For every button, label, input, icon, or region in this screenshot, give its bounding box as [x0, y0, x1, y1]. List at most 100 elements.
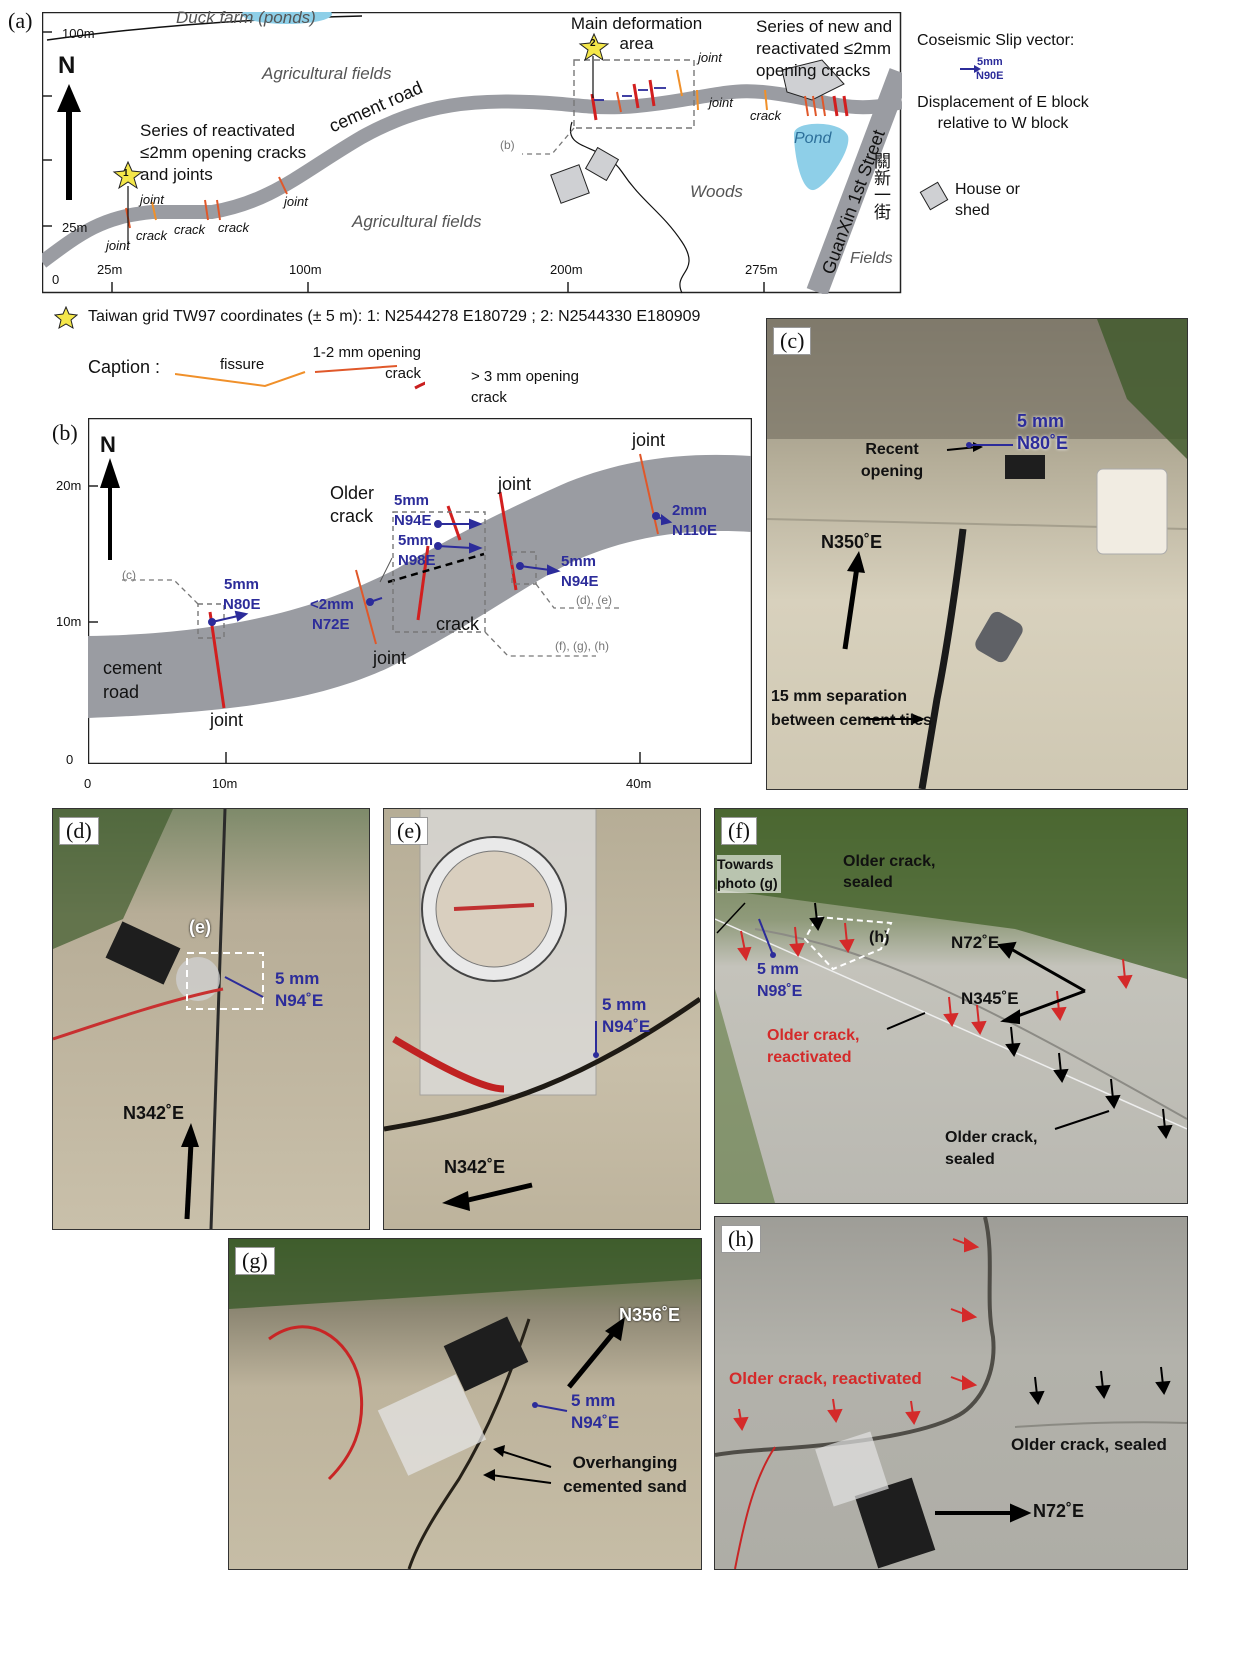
photo-f-reactivated: Older crack, reactivated	[767, 1027, 860, 1066]
photo-d-e-ref: (e)	[189, 917, 211, 937]
vector-value: 5mm	[561, 553, 597, 570]
photo-e-dir: N94˚E	[602, 1017, 651, 1036]
photo-g: (g) N356˚E 5 mm N94˚E Overhanging cement…	[228, 1238, 702, 1570]
woods-label: Woods	[690, 182, 743, 201]
vector-direction: N110E	[672, 522, 718, 539]
vector-direction: N94E	[561, 573, 599, 590]
crack-label: crack	[218, 220, 250, 235]
y-tick: 0	[52, 272, 60, 287]
coords-text: Taiwan grid TW97 coordinates (± 5 m): 1:…	[88, 308, 701, 325]
vector-value: 5mm	[224, 576, 260, 593]
joint-label: joint	[284, 194, 308, 209]
photo-c-dir: N80˚E	[1017, 433, 1069, 453]
star-2-label: 2	[590, 38, 596, 49]
photo-d: (d) (e) 5 mm N94˚E N342˚E	[52, 808, 370, 1230]
vector-direction: N94E	[394, 512, 432, 529]
joint-b-label: joint	[373, 648, 407, 668]
caption-title: Caption :	[88, 357, 161, 377]
reactivated-series-label: Series of reactivated ≤2mm opening crack…	[140, 121, 307, 184]
x-tick: 275m	[745, 262, 778, 277]
photo-g-north: N356˚E	[619, 1305, 681, 1325]
photo-c-north: N350˚E	[821, 532, 883, 552]
x-tick: 40m	[626, 776, 652, 791]
crack-label: crack	[750, 108, 782, 123]
vector-direction: N98E	[398, 552, 436, 569]
photo-c-recent: Recent opening	[860, 441, 924, 480]
vector-direction: N80E	[223, 596, 261, 613]
panel-h-label: (h)	[721, 1225, 761, 1253]
vector-value: 5mm	[398, 532, 434, 549]
vector-value: <2mm	[310, 596, 354, 613]
x-tick: 100m	[289, 262, 322, 277]
panel-b-map	[88, 418, 752, 764]
pond-label: Pond	[794, 130, 832, 147]
photo-h-arrows	[733, 1237, 1171, 1523]
duck-farm-label: Duck farm (ponds)	[176, 8, 316, 27]
crack-label: crack	[136, 228, 168, 243]
panel-f-label: (f)	[721, 817, 757, 845]
joint-b-label: joint	[632, 430, 666, 450]
photo-f-older-sealed-top: Older crack, sealed	[843, 853, 936, 891]
photo-c-separation: 15 mm separation between cement tiles	[771, 688, 932, 729]
y-tick: 10m	[56, 614, 82, 629]
photo-h-sealed: Older crack, sealed	[1011, 1435, 1167, 1454]
photo-h: (h) Older crack, reactivated Older crack…	[714, 1216, 1188, 1570]
joint-label: joint	[698, 50, 722, 65]
photo-h-reactivated: Older crack, reactivated	[729, 1369, 922, 1388]
photo-f-dir: N98˚E	[757, 983, 803, 1000]
panel-g-label: (g)	[235, 1247, 275, 1275]
y-tick: 100m	[62, 26, 95, 41]
caption-fissure: fissure	[220, 356, 265, 373]
photo-e-north: N342˚E	[444, 1157, 506, 1177]
panel-e-label: (e)	[390, 817, 429, 845]
panel-c-label: (c)	[773, 327, 812, 355]
crack-label: crack	[174, 222, 206, 237]
slip-vector-desc: Displacement of E block relative to W bl…	[917, 94, 1089, 132]
fields-label: Fields	[850, 250, 893, 267]
photo-f: (f) Towards photo (g) Older crack, seale…	[714, 808, 1188, 1204]
caption-3mm: > 3 mm opening crack	[471, 368, 579, 406]
de-ref-label: (d), (e)	[576, 593, 612, 607]
slip-vector-title: Coseismic Slip vector:	[917, 32, 1075, 49]
photo-f-arrows	[716, 902, 1173, 1140]
star-1-label: 1	[123, 168, 129, 179]
x-tick: 200m	[550, 262, 583, 277]
slip-vector-value: 5mm	[977, 56, 1003, 68]
photo-e: (e) 5 mm N94˚E N342˚E	[383, 808, 701, 1230]
x-tick: 10m	[212, 776, 238, 791]
caption-lines	[175, 365, 425, 390]
crack-b-label: crack	[436, 614, 480, 634]
house-legend: House or shed	[955, 181, 1020, 219]
photo-f-n72: N72˚E	[951, 933, 1000, 952]
joint-label: joint	[140, 192, 164, 207]
photo-c-slip: 5 mm	[1017, 411, 1065, 431]
house-icon	[919, 181, 949, 211]
agri-top-label: Agricultural fields	[262, 64, 392, 83]
photo-d-slip: 5 mm	[275, 969, 320, 988]
joint-label: joint	[709, 95, 733, 110]
x-tick: 25m	[97, 262, 123, 277]
photo-f-towards: Towards photo (g)	[717, 855, 781, 893]
b-ref-label: (b)	[500, 138, 515, 152]
photo-g-slip: 5 mm	[571, 1391, 616, 1410]
photo-e-slip: 5 mm	[602, 995, 647, 1014]
joint-label: joint	[106, 238, 130, 253]
slip-vector-arrow-icon	[960, 65, 981, 73]
cement-road-b-label: cement road	[103, 658, 163, 702]
photo-c: (c) 5 mm N80˚E Recent opening N350˚E 15 …	[766, 318, 1188, 790]
panel-b-label: (b)	[52, 420, 78, 445]
photo-f-slip: 5 mm	[757, 961, 799, 978]
caption-12mm: 1-2 mm opening crack	[312, 344, 421, 382]
main-deformation-label: Main deformation area	[570, 14, 703, 53]
photo-g-overhang: Overhanging cemented sand	[563, 1453, 687, 1496]
agri-bottom-label: Agricultural fields	[352, 212, 482, 231]
photo-f-older-sealed-bottom: Older crack, sealed	[945, 1129, 1038, 1168]
star-icon	[54, 306, 78, 330]
street-cn-label: 關新一街	[871, 152, 890, 220]
x-tick: 0	[84, 776, 92, 791]
joint-b-label: joint	[210, 710, 244, 730]
photo-d-arrows	[181, 952, 264, 1220]
photo-d-north: N342˚E	[123, 1103, 185, 1123]
photo-e-arrows	[442, 1021, 599, 1211]
photo-c-arrows	[842, 442, 1013, 724]
